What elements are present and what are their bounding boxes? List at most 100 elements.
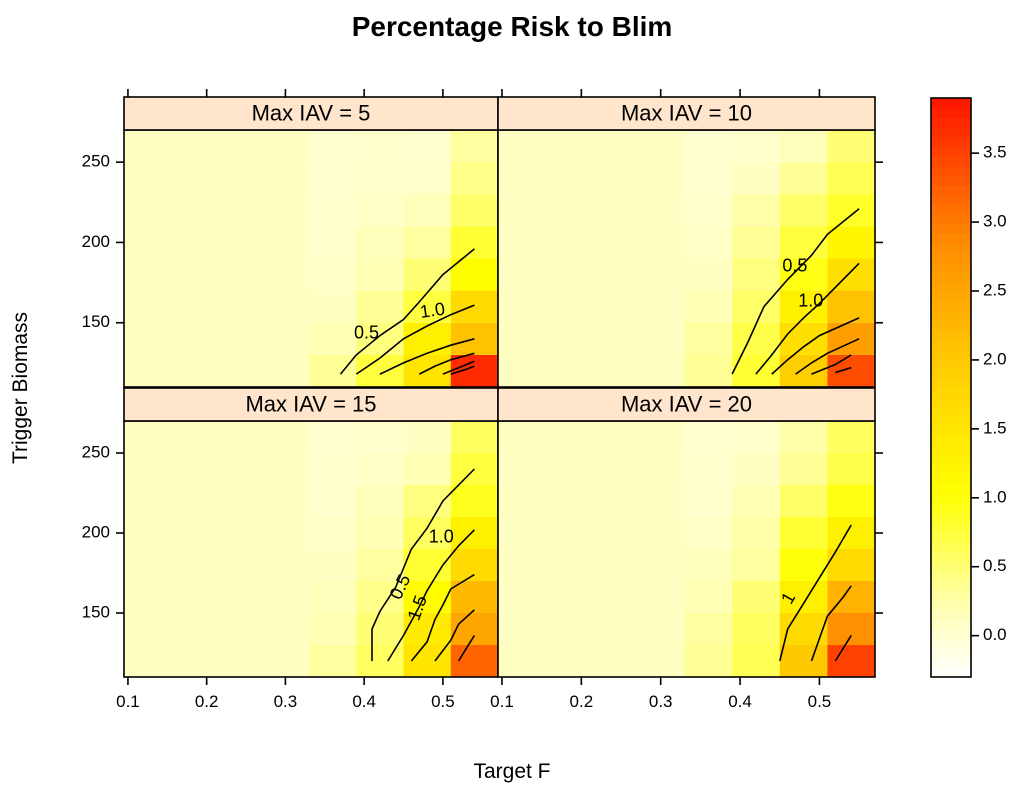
heatmap-cell	[403, 322, 451, 355]
heatmap-cell	[732, 162, 780, 195]
heatmap-cell	[309, 226, 357, 259]
contour-line	[835, 366, 852, 374]
x-tick-label: 0.4	[352, 692, 376, 711]
heatmap-cell	[309, 645, 357, 677]
heatmap-cell	[827, 517, 875, 549]
heatmap-cell	[827, 258, 875, 291]
heatmap-cell	[684, 645, 733, 677]
heatmap-cell	[309, 581, 357, 613]
heatmap-cell	[309, 162, 357, 195]
colorbar-swatch	[931, 146, 971, 157]
heatmap-cell	[450, 162, 498, 195]
heatmap-cell	[403, 453, 451, 485]
heatmap-cell	[403, 581, 451, 613]
panel-2: 0.5 1.0 Max IAV = 10	[497, 96, 876, 388]
x-tick-label: 0.1	[490, 692, 514, 711]
heatmap-cell	[684, 322, 733, 355]
colorbar-swatch	[931, 165, 971, 176]
colorbar-swatch	[931, 262, 971, 273]
contour-line	[457, 634, 476, 662]
heatmap-cell	[779, 421, 828, 453]
colorbar-swatch	[931, 358, 971, 369]
colorbar-swatch	[931, 300, 971, 311]
heatmap-cell	[356, 258, 404, 291]
colorbar-tick-label: 3.0	[983, 212, 1007, 231]
contour-line	[355, 304, 475, 375]
contour-line	[731, 208, 860, 375]
y-tick-label: 150	[82, 602, 110, 621]
heatmap-cell	[309, 290, 357, 323]
heatmap-cell	[356, 322, 404, 355]
heatmap-cell	[309, 322, 357, 355]
heatmap-cell	[450, 645, 498, 677]
contour-line	[371, 468, 475, 661]
heatmap-cell	[827, 549, 875, 581]
contour-line	[795, 338, 860, 375]
contour-label: 1.0	[419, 299, 447, 322]
colorbar-swatch	[931, 329, 971, 340]
contour-line	[434, 609, 475, 662]
contour-line	[442, 360, 475, 375]
heatmap-cell	[732, 226, 780, 259]
heatmap-cell	[450, 549, 498, 581]
heatmap-cell	[684, 421, 733, 453]
colorbar-swatch	[931, 493, 971, 504]
heatmap-cell	[450, 581, 498, 613]
heatmap-cell	[779, 194, 828, 227]
heatmap-cell	[779, 322, 828, 355]
colorbar-tick-label: 1.0	[983, 487, 1007, 506]
colorbar-swatch	[931, 532, 971, 543]
y-tick-label: 250	[82, 442, 110, 461]
colorbar-swatch	[931, 136, 971, 147]
heatmap-cell	[403, 517, 451, 549]
colorbar-swatch	[931, 155, 971, 167]
heatmap-cell	[732, 453, 780, 485]
colorbar-swatch	[931, 184, 971, 196]
heatmap-cell	[450, 130, 498, 163]
colorbar-swatch	[931, 580, 971, 591]
heatmap-cell	[403, 194, 451, 227]
heatmap-cell	[356, 453, 404, 485]
heatmap-cell	[450, 613, 498, 645]
colorbar-swatch	[931, 657, 971, 668]
heatmap-cell	[732, 645, 780, 677]
x-tick-label: 0.5	[431, 692, 455, 711]
contour-line	[834, 634, 852, 662]
colorbar-swatch	[931, 319, 971, 331]
heatmap-cell	[684, 194, 733, 227]
heatmap-cell	[356, 645, 404, 677]
colorbar-swatch	[931, 117, 971, 128]
strip-label: Max IAV = 5	[252, 100, 371, 125]
heatmap-cell	[684, 162, 733, 195]
heatmap-cell	[403, 162, 451, 195]
colorbar-tick-label: 2.5	[983, 280, 1007, 299]
x-tick-label: 0.1	[116, 692, 140, 711]
heatmap-cell	[403, 130, 451, 163]
colorbar-tick-label: 3.5	[983, 143, 1007, 162]
colorbar-swatch	[931, 252, 971, 263]
colorbar-swatch	[931, 609, 971, 620]
heatmap-cell	[827, 194, 875, 227]
heatmap-cell	[309, 194, 357, 227]
y-tick-label: 150	[82, 312, 110, 331]
heatmap-cell	[732, 354, 780, 387]
colorbar: 0.0 0.5 1.0 1.5 2.0 2.5 3.0 3.5	[930, 97, 1007, 678]
contour-line	[810, 585, 852, 662]
chart-title: Percentage Risk to Blim	[352, 11, 673, 42]
colorbar-swatch	[931, 667, 971, 678]
colorbar-swatch	[931, 638, 971, 649]
contour-line	[379, 338, 475, 375]
x-tick-label: 0.2	[195, 692, 219, 711]
heatmap-cell	[356, 290, 404, 323]
heatmap-cell	[450, 290, 498, 323]
strip	[123, 96, 499, 131]
x-tick-label: 0.5	[808, 692, 832, 711]
x-tick-label: 0.4	[728, 692, 752, 711]
colorbar-swatch	[931, 474, 971, 485]
colorbar-tick-label: 2.0	[983, 349, 1007, 368]
heatmap-cell	[732, 421, 780, 453]
heatmap-cell	[827, 613, 875, 645]
colorbar-swatch	[931, 291, 971, 302]
colorbar-swatch	[931, 619, 971, 630]
